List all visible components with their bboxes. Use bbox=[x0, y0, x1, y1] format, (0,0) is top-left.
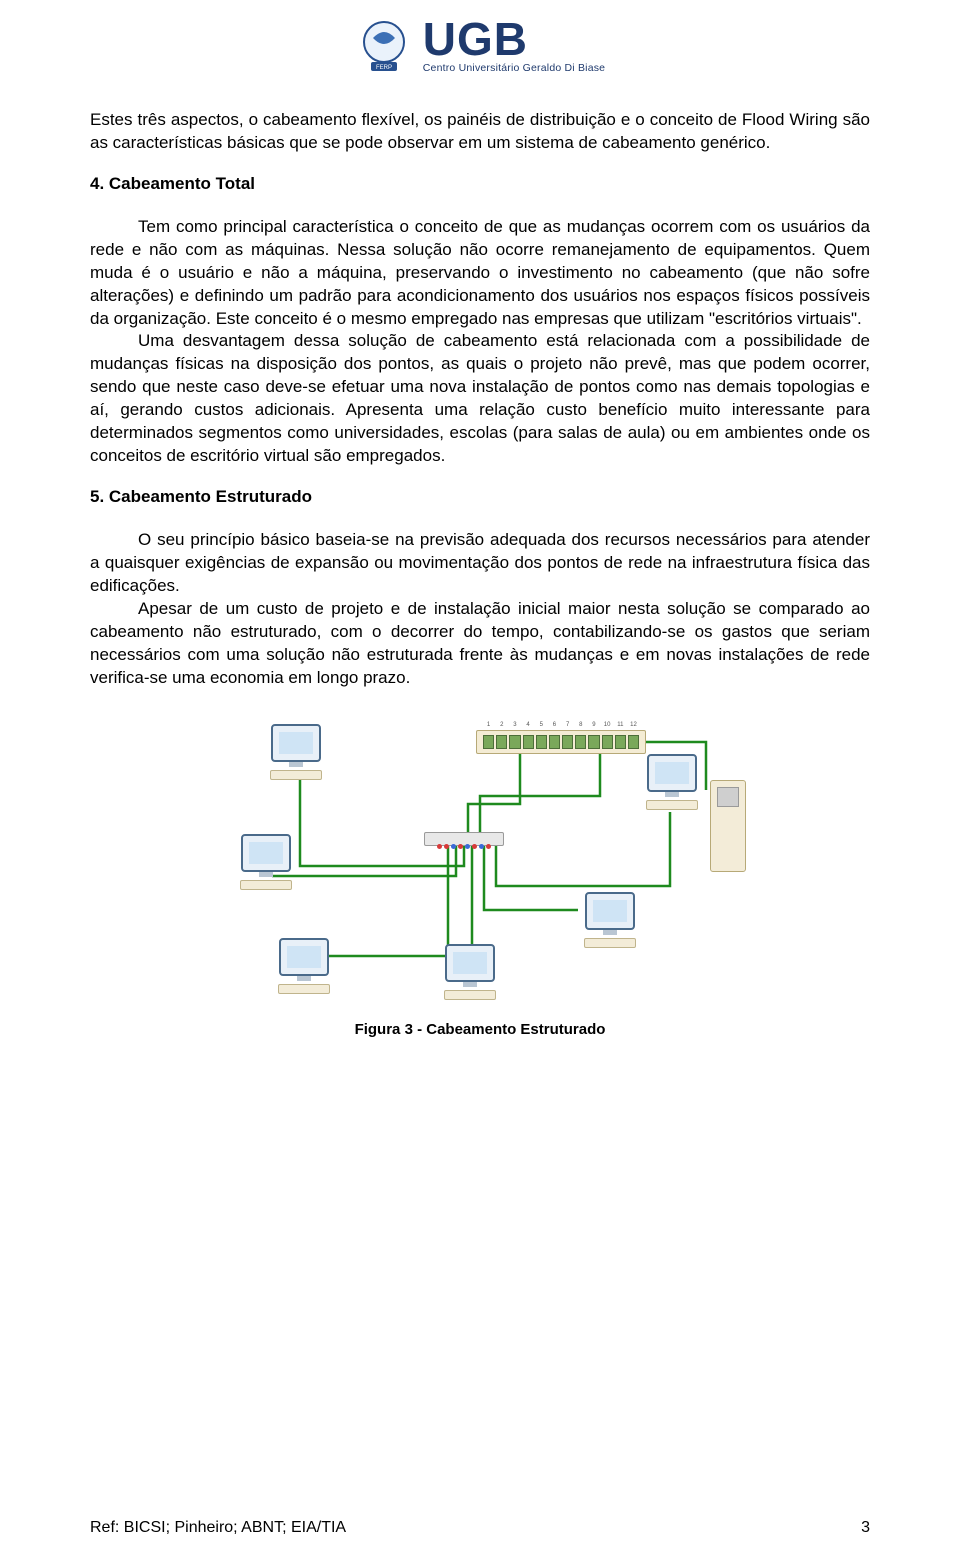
figure-3: 123456789101112 Figura 3 - Cabeamento Es… bbox=[90, 716, 870, 1040]
section-4-heading: 4. Cabeamento Total bbox=[90, 173, 870, 196]
computer-icon bbox=[640, 754, 704, 812]
computer-icon bbox=[578, 892, 642, 950]
section-4-paragraph-a: Tem como principal característica o conc… bbox=[90, 216, 870, 331]
server-icon bbox=[710, 780, 746, 872]
computer-icon bbox=[234, 834, 298, 892]
computer-icon bbox=[438, 944, 502, 1002]
network-switch-icon: 123456789101112 bbox=[476, 730, 646, 754]
ugb-seal-icon: FERP bbox=[355, 18, 413, 76]
header-logo: FERP UGB Centro Universitário Geraldo Di… bbox=[90, 18, 870, 83]
page-number: 3 bbox=[861, 1517, 870, 1539]
computer-icon bbox=[264, 724, 328, 782]
logo-main: UGB bbox=[423, 19, 605, 60]
svg-text:FERP: FERP bbox=[376, 65, 392, 71]
section-5-paragraph-b: Apesar de um custo de projeto e de insta… bbox=[90, 598, 870, 690]
section-4-paragraph-b: Uma desvantagem dessa solução de cabeame… bbox=[90, 330, 870, 468]
footer-reference: Ref: BICSI; Pinheiro; ABNT; EIA/TIA bbox=[90, 1517, 346, 1539]
figure-caption: Figura 3 - Cabeamento Estruturado bbox=[90, 1020, 870, 1040]
patch-panel-icon bbox=[424, 832, 504, 846]
network-diagram: 123456789101112 bbox=[200, 716, 760, 1006]
section-5-heading: 5. Cabeamento Estruturado bbox=[90, 486, 870, 509]
logo-sub: Centro Universitário Geraldo Di Biase bbox=[423, 61, 605, 75]
intro-paragraph: Estes três aspectos, o cabeamento flexív… bbox=[90, 109, 870, 155]
computer-icon bbox=[272, 938, 336, 996]
section-5-paragraph-a: O seu princípio básico baseia-se na prev… bbox=[90, 529, 870, 598]
